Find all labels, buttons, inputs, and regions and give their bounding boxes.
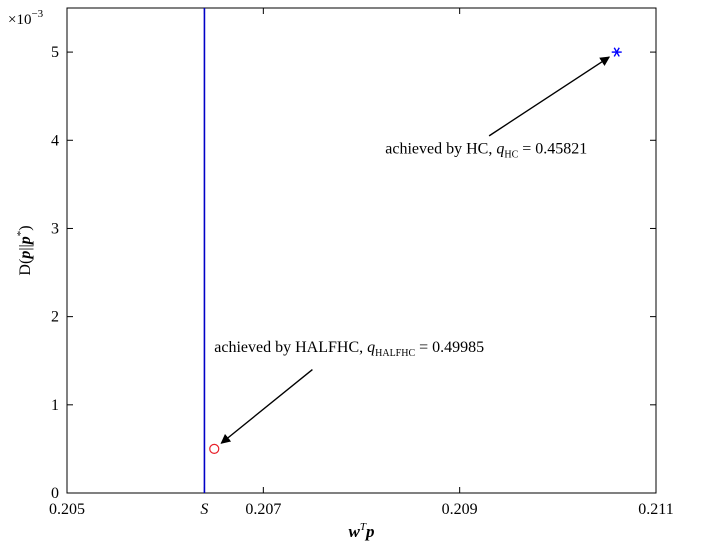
- annotation-arrow: [488, 56, 611, 137]
- y-tick-label: 3: [51, 220, 59, 237]
- y-axis-label: D(p||p*): [15, 225, 34, 275]
- x-tick-label: 0.211: [638, 501, 673, 518]
- x-tick-label: 0.209: [442, 501, 478, 518]
- annotation-text: achieved by HC, qHC = 0.45821: [385, 141, 587, 161]
- ticks: [66, 8, 657, 494]
- y-tick-label: 2: [51, 309, 59, 326]
- y-tick-label: 4: [51, 132, 59, 149]
- plot-area: [66, 7, 657, 494]
- asterisk-stroke: [613, 47, 620, 57]
- x-axis-label: wTp: [349, 521, 375, 541]
- point-marker-asterisk: [611, 47, 622, 57]
- y-tick-label: 0: [51, 485, 59, 502]
- annotations: achieved by HC, qHC = 0.45821 achieved by…: [214, 56, 611, 444]
- y-tick-label: 1: [51, 397, 59, 414]
- annotation-text: achieved by HALFHC, qHALFHC = 0.49985: [214, 339, 484, 359]
- x-tick-label: S: [200, 501, 208, 518]
- x-tick-label: 0.207: [245, 501, 281, 518]
- annotation-arrow: [220, 369, 313, 444]
- y-tick-label: 5: [51, 44, 59, 61]
- data-points: [209, 47, 622, 455]
- point-marker-circle: [209, 443, 220, 455]
- tick-labels: 0.205 S 0.207 0.209 0.211 0 1 2 3 4 5: [49, 44, 674, 518]
- y-scale-label: ×10−3: [8, 8, 44, 28]
- x-tick-label: 0.205: [49, 501, 85, 518]
